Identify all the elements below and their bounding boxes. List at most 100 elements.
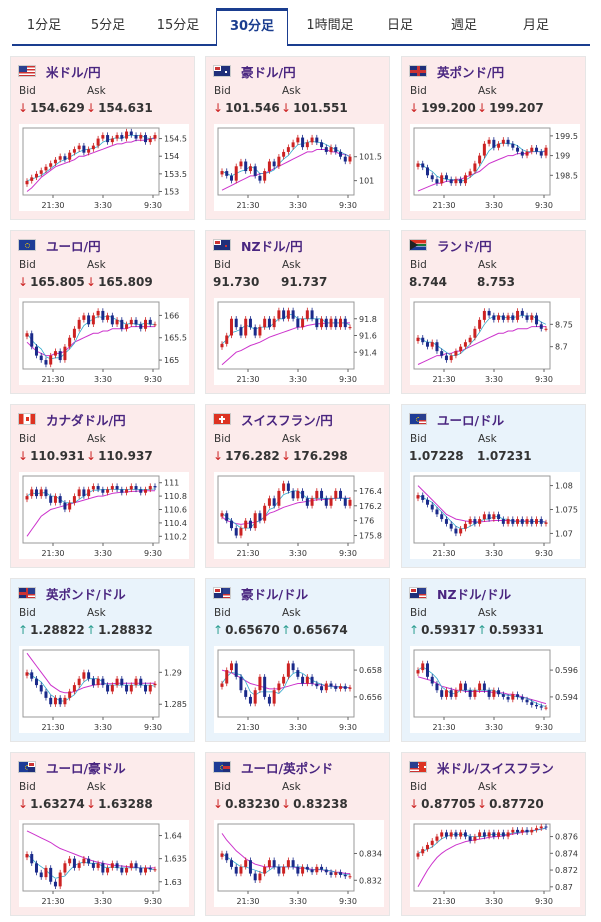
pair-name[interactable]: カナダドル/円 xyxy=(46,412,126,428)
rate-card[interactable]: 英ポンド/ドル Bid Ask ↑ 1.28822 ↑ 1.28832 21:30 3:30 9:… xyxy=(10,578,195,742)
tab-0[interactable]: 1分足 xyxy=(26,18,62,33)
mini-chart[interactable]: 21:30 3:30 9:30 0.834 0.832 xyxy=(214,820,384,907)
pair-title[interactable]: 英ポンド/ドル xyxy=(18,584,126,602)
pair-title[interactable]: スイスフラン/円 xyxy=(213,410,333,428)
mini-chart[interactable]: 21:30 3:30 9:30 91.8 91.6 91.4 xyxy=(214,298,384,385)
y-tick-label: 101 xyxy=(359,177,374,186)
candle-body xyxy=(101,489,105,493)
pair-title[interactable]: 米ドル/スイスフラン xyxy=(409,758,554,776)
candle-body xyxy=(468,171,472,176)
mini-chart[interactable]: 21:30 3:30 9:30 199.5 199 198.5 xyxy=(410,124,580,211)
mini-chart[interactable]: 21:30 3:30 9:30 1.29 1.285 xyxy=(19,646,189,733)
rate-card[interactable]: ユーロ/英ポンド Bid Ask ↓ 0.83230 ↓ 0.83238 21:30 3:30 9… xyxy=(205,752,390,916)
candle-body xyxy=(425,342,429,347)
candle-body xyxy=(49,867,53,882)
rate-card[interactable]: ユーロ/円 Bid Ask ↓ 165.805 ↓ 165.809 21:30 3:30 9:30… xyxy=(10,230,195,394)
mini-chart[interactable]: 21:30 3:30 9:30 0.658 0.656 xyxy=(214,646,384,733)
pair-title[interactable]: NZドル/ドル xyxy=(409,584,511,602)
ask-label: Ask xyxy=(282,259,301,271)
pair-title[interactable]: ユーロ/ドル xyxy=(409,410,504,428)
pair-title[interactable]: 豪ドル/ドル xyxy=(213,584,308,602)
mini-chart[interactable]: 21:30 3:30 9:30 0.596 0.594 xyxy=(410,646,580,733)
candle-body xyxy=(77,678,81,686)
pair-title[interactable]: ユーロ/豪ドル xyxy=(18,758,126,776)
pair-name[interactable]: 米ドル/円 xyxy=(46,64,101,80)
mini-chart[interactable]: 21:30 3:30 9:30 101.5 101 xyxy=(214,124,384,211)
pair-name[interactable]: NZドル/ドル xyxy=(437,586,512,602)
pair-title[interactable]: 豪ドル/円 xyxy=(213,62,296,80)
arrow-down-icon: ↓ xyxy=(409,101,420,115)
rate-card[interactable]: 米ドル/円 Bid Ask ↓ 154.629 ↓ 154.631 21:30 3:30 9:30… xyxy=(10,56,195,220)
rate-card[interactable]: ユーロ/豪ドル Bid Ask ↓ 1.63274 ↓ 1.63288 21:30 3:30 9:… xyxy=(10,752,195,916)
rate-card[interactable]: NZドル/ドル Bid Ask ↑ 0.59317 ↑ 0.59331 21:30 3:30 9:… xyxy=(401,578,586,742)
mini-chart[interactable]: 21:30 3:30 9:30 1.08 1.075 1.07 xyxy=(410,472,580,559)
pair-name[interactable]: 英ポンド/ドル xyxy=(46,586,126,602)
pair-title[interactable]: ユーロ/円 xyxy=(18,236,101,254)
candle-body xyxy=(25,672,29,676)
tab-5[interactable]: 日足 xyxy=(386,18,413,33)
mini-chart[interactable]: 21:30 3:30 9:30 154.5 154 153.5 153 xyxy=(19,124,189,211)
rate-card[interactable]: カナダドル/円 Bid Ask ↓ 110.931 ↓ 110.937 21:30 3:30 9:… xyxy=(10,404,195,568)
candle-body xyxy=(473,690,477,697)
candle-body xyxy=(139,489,143,493)
tab-7[interactable]: 月足 xyxy=(522,18,549,33)
pair-name[interactable]: 米ドル/スイスフラン xyxy=(437,760,554,776)
candle-body xyxy=(63,863,67,873)
pair-name[interactable]: ユーロ/英ポンド xyxy=(241,760,334,776)
tab-4[interactable]: 1時間足 xyxy=(306,18,354,33)
pair-title[interactable]: ユーロ/英ポンド xyxy=(213,758,333,776)
mini-chart[interactable]: 21:30 3:30 9:30 1.64 1.635 1.63 xyxy=(19,820,189,907)
pair-name[interactable]: スイスフラン/円 xyxy=(241,412,333,428)
mini-chart[interactable]: 21:30 3:30 9:30 176.4 176.2 176 175.8 xyxy=(214,472,384,559)
x-tick-label: 9:30 xyxy=(144,897,162,906)
tab-1[interactable]: 5分足 xyxy=(90,18,126,33)
pair-name[interactable]: 豪ドル/ドル xyxy=(241,586,309,602)
pair-name[interactable]: NZドル/円 xyxy=(241,238,303,254)
short-average-line xyxy=(417,666,547,707)
mini-chart[interactable]: 21:30 3:30 9:30 166 165.5 165 xyxy=(19,298,189,385)
bid-label: Bid xyxy=(19,259,36,271)
pair-name[interactable]: ランド/円 xyxy=(437,238,492,254)
pair-name[interactable]: ユーロ/豪ドル xyxy=(46,760,126,776)
candle-body xyxy=(277,310,281,319)
candle-body xyxy=(253,166,257,176)
rate-card[interactable]: NZドル/円 Bid Ask 91.730 91.737 21:30 3:30 9:30 91.… xyxy=(205,230,390,394)
pair-name[interactable]: 英ポンド/円 xyxy=(437,64,505,80)
rate-card[interactable]: 豪ドル/ドル Bid Ask ↑ 0.65670 ↑ 0.65674 21:30 3:30 9:3… xyxy=(205,578,390,742)
mini-chart[interactable]: 21:30 3:30 9:30 111 110.8 110.6 110.4 110.2 xyxy=(19,472,189,559)
pair-title[interactable]: カナダドル/円 xyxy=(18,410,126,428)
candle-body xyxy=(506,696,510,700)
pair-title[interactable]: NZドル/円 xyxy=(213,236,303,254)
mini-chart[interactable]: 21:30 3:30 9:30 0.876 0.874 0.872 0.87 xyxy=(410,820,580,907)
pair-title[interactable]: ランド/円 xyxy=(409,236,492,254)
candle-body xyxy=(277,866,281,874)
candle-body xyxy=(25,180,29,185)
candle-body xyxy=(473,836,477,841)
arrow-up-icon: ↑ xyxy=(86,623,97,637)
rate-card[interactable]: スイスフラン/円 Bid Ask ↓ 176.282 ↓ 176.298 21:30 3:30 9… xyxy=(205,404,390,568)
candle-body xyxy=(82,145,86,153)
candle-body xyxy=(425,499,429,505)
tab-3[interactable]: 30分足 xyxy=(216,8,288,46)
rate-card[interactable]: 英ポンド/円 Bid Ask ↓ 199.200 ↓ 199.207 21:30 3:30 9:3… xyxy=(401,56,586,220)
pair-title[interactable]: 米ドル/円 xyxy=(18,62,101,80)
y-tick-label: 153.5 xyxy=(164,170,187,179)
candle-body xyxy=(506,832,510,837)
tab-2[interactable]: 15分足 xyxy=(156,18,200,33)
y-tick-label: 176.2 xyxy=(359,502,382,511)
rate-card[interactable]: ランド/円 Bid Ask 8.744 8.753 21:30 3:30 9:30 8.75 8.… xyxy=(401,230,586,394)
rate-card[interactable]: 米ドル/スイスフラン Bid Ask ↓ 0.87705 ↓ 0.87720 21:30 3:3… xyxy=(401,752,586,916)
rate-card[interactable]: ユーロ/ドル Bid Ask 1.07228 1.07231 21:30 3:30 9:30 1… xyxy=(401,404,586,568)
us-ch-flag-icon xyxy=(409,761,427,773)
tab-6[interactable]: 週足 xyxy=(450,18,477,33)
pair-name[interactable]: ユーロ/ドル xyxy=(437,412,505,428)
bid-value: ↓ 199.200 xyxy=(409,101,476,115)
candle-body xyxy=(87,489,91,497)
mini-chart[interactable]: 21:30 3:30 9:30 8.75 8.7 xyxy=(410,298,580,385)
pair-title[interactable]: 英ポンド/円 xyxy=(409,62,504,80)
rate-card[interactable]: 豪ドル/円 Bid Ask ↓ 101.546 ↓ 101.551 21:30 3:30 9:30… xyxy=(205,56,390,220)
pair-name[interactable]: 豪ドル/円 xyxy=(241,64,296,80)
pair-name[interactable]: ユーロ/円 xyxy=(46,238,101,254)
candle-body xyxy=(520,151,524,156)
candle-body xyxy=(520,829,524,833)
